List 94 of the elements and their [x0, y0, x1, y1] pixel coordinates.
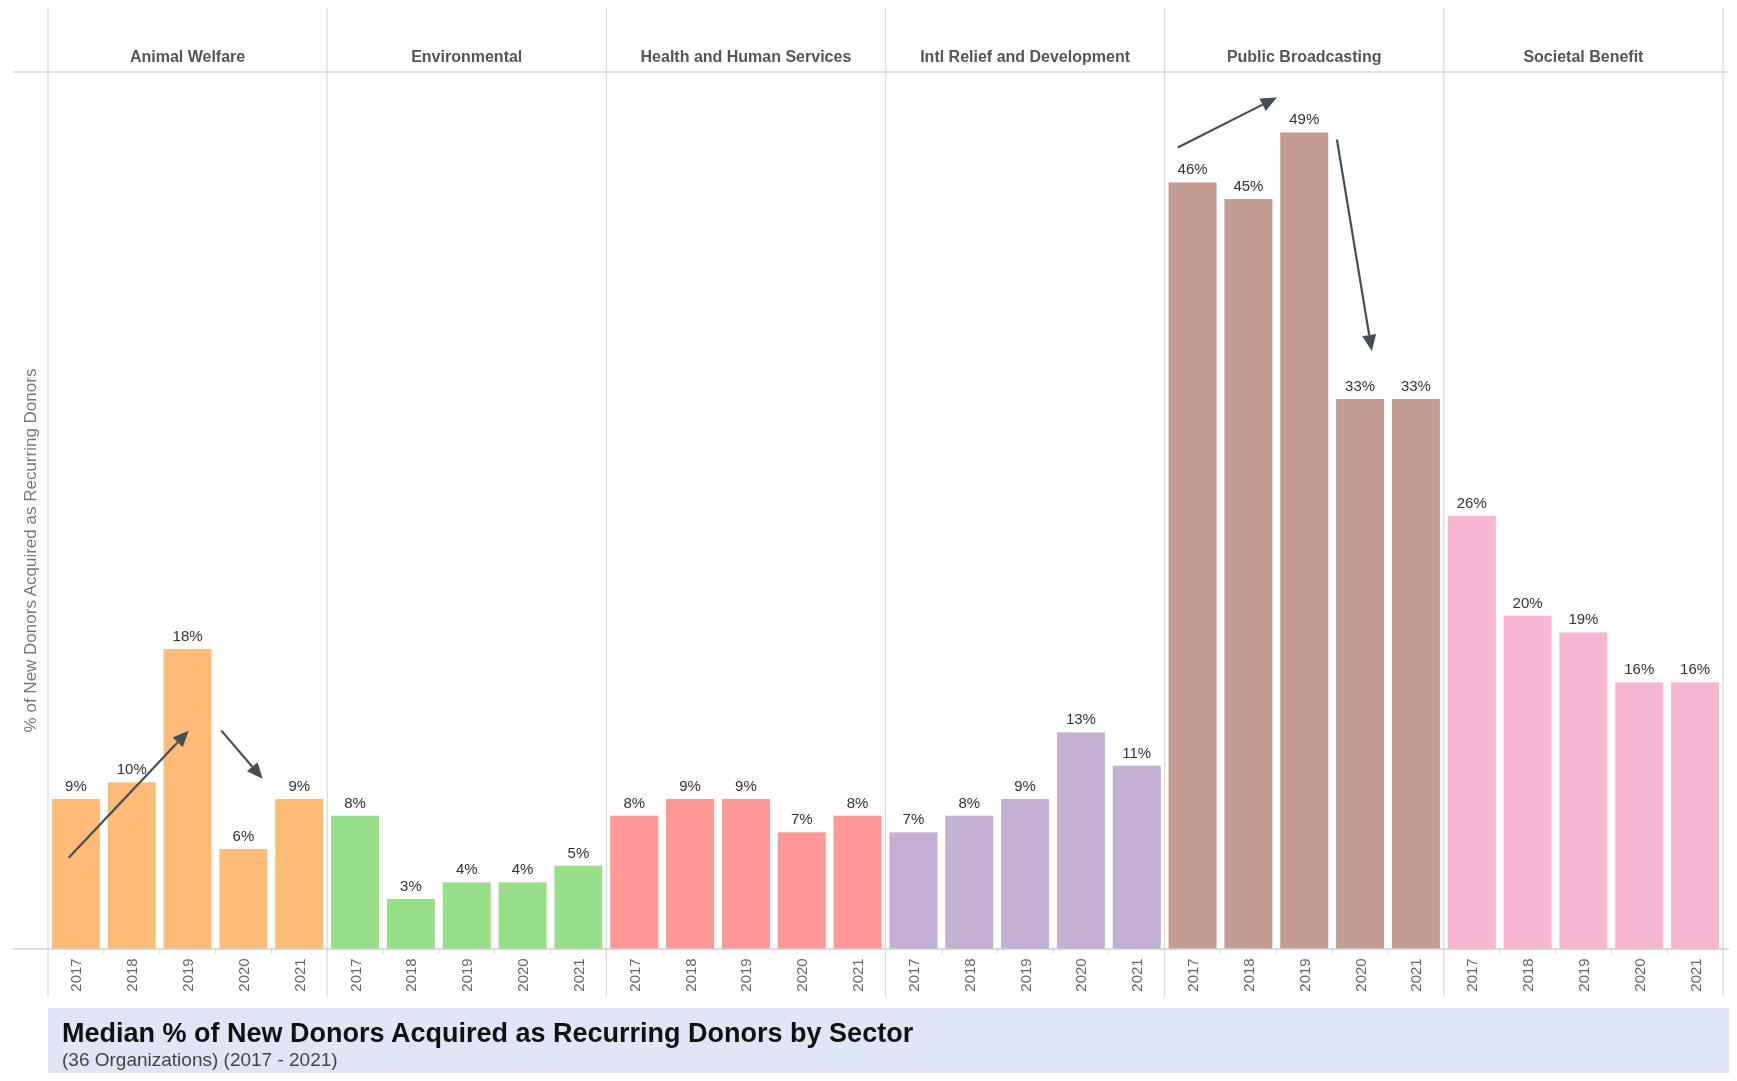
bar: [442, 882, 491, 949]
text: Median % of New Donors Acquired as Recurring Donors by Sector: [62, 1018, 914, 1048]
data-label: 19%: [1568, 610, 1599, 628]
data-label: 20%: [1512, 593, 1543, 611]
data-label: 5%: [567, 843, 590, 861]
data-label: 9%: [288, 777, 311, 795]
data-label: 7%: [902, 810, 925, 828]
y-axis-title: % of New Donors Acquired as Recurring Donors: [20, 368, 40, 733]
bar: [1224, 199, 1273, 949]
chart-title: Animal Welfare: [129, 48, 246, 65]
chart-title: Environmental: [411, 48, 523, 65]
bar: [107, 782, 156, 949]
x-tick-label: 2021: [849, 958, 867, 992]
data-label: 45%: [1233, 177, 1264, 195]
bar: [1559, 632, 1608, 949]
bar: [51, 799, 100, 949]
x-tick-label: 2019: [1016, 958, 1034, 992]
chart-title: Health and Human Services: [640, 48, 852, 65]
data-label: 4%: [511, 860, 534, 878]
x-tick-label: 2017: [904, 958, 922, 992]
data-label: 8%: [344, 793, 366, 811]
x-tick-label: 2021: [569, 958, 587, 992]
data-label: 10%: [116, 760, 147, 778]
bar: [498, 882, 547, 949]
bar: [1056, 732, 1105, 949]
x-tick-label: 2018: [1519, 958, 1537, 992]
data-label: 9%: [679, 777, 701, 795]
x-tick-label: 2018: [960, 958, 978, 992]
x-tick-label: 2020: [234, 958, 252, 992]
bar: [275, 799, 324, 949]
x-tick-label: 2018: [123, 958, 141, 992]
chart-title: Public Broadcasting: [1226, 48, 1382, 65]
bar: [554, 865, 603, 949]
text: (36 Organizations) (2017 - 2021): [62, 1049, 338, 1070]
x-tick-label: 2020: [514, 958, 532, 992]
x-tick-label: 2018: [402, 958, 420, 992]
x-tick-label: 2017: [1463, 958, 1481, 992]
data-label: 46%: [1177, 160, 1208, 178]
bar: [889, 832, 938, 949]
bar: [219, 849, 268, 949]
x-tick-label: 2021: [1407, 958, 1425, 992]
x-tick-label: 2017: [625, 958, 643, 992]
x-tick-label: 2017: [346, 958, 364, 992]
bar: [1336, 399, 1385, 949]
data-label: 8%: [958, 793, 981, 811]
data-label: 8%: [846, 793, 869, 811]
x-tick-label: 2018: [681, 958, 699, 992]
data-label: 3%: [400, 877, 422, 895]
bar: [1503, 615, 1552, 949]
data-label: 26%: [1456, 493, 1487, 511]
x-tick-label: 2021: [1128, 958, 1146, 992]
bar: [1671, 682, 1720, 949]
data-label: 4%: [455, 860, 478, 878]
x-tick-label: 2017: [67, 958, 85, 992]
bar: [163, 649, 212, 949]
data-label: 9%: [735, 777, 757, 795]
x-tick-label: 2017: [1184, 958, 1202, 992]
data-label: 9%: [1014, 777, 1036, 795]
bar: [1168, 182, 1217, 949]
data-label: 8%: [623, 793, 646, 811]
bar: [331, 815, 380, 949]
bar: [1615, 682, 1664, 949]
bar: [1391, 399, 1440, 949]
bar: [1112, 765, 1161, 949]
data-label: 6%: [232, 827, 255, 845]
data-label: 16%: [1624, 660, 1655, 678]
x-tick-label: 2021: [1686, 958, 1704, 992]
data-label: 49%: [1289, 110, 1320, 128]
data-label: 33%: [1345, 377, 1376, 395]
bar: [386, 899, 435, 949]
x-tick-label: 2020: [1630, 958, 1648, 992]
x-tick-label: 2019: [1295, 958, 1313, 992]
chart-title: Intl Relief and Development: [920, 48, 1131, 65]
x-tick-label: 2019: [1574, 958, 1592, 992]
x-tick-label: 2020: [1072, 958, 1090, 992]
bar: [1447, 515, 1496, 949]
data-label: 7%: [790, 810, 813, 828]
x-tick-label: 2018: [1239, 958, 1257, 992]
x-tick-label: 2019: [737, 958, 755, 992]
x-tick-label: 2020: [793, 958, 811, 992]
x-tick-label: 2020: [1351, 958, 1369, 992]
bar: [1001, 799, 1050, 949]
x-tick-label: 2019: [458, 958, 476, 992]
data-label: 9%: [65, 777, 87, 795]
data-label: 33%: [1400, 377, 1431, 395]
data-label: 11%: [1122, 743, 1152, 761]
chart-title: Societal Benefit: [1523, 48, 1645, 65]
data-label: 18%: [172, 627, 203, 645]
x-tick-label: 2021: [290, 958, 308, 992]
bar: [945, 815, 994, 949]
data-label: 16%: [1680, 660, 1711, 678]
data-label: 13%: [1065, 710, 1096, 728]
bar: [1280, 132, 1329, 949]
x-tick-label: 2019: [179, 958, 197, 992]
